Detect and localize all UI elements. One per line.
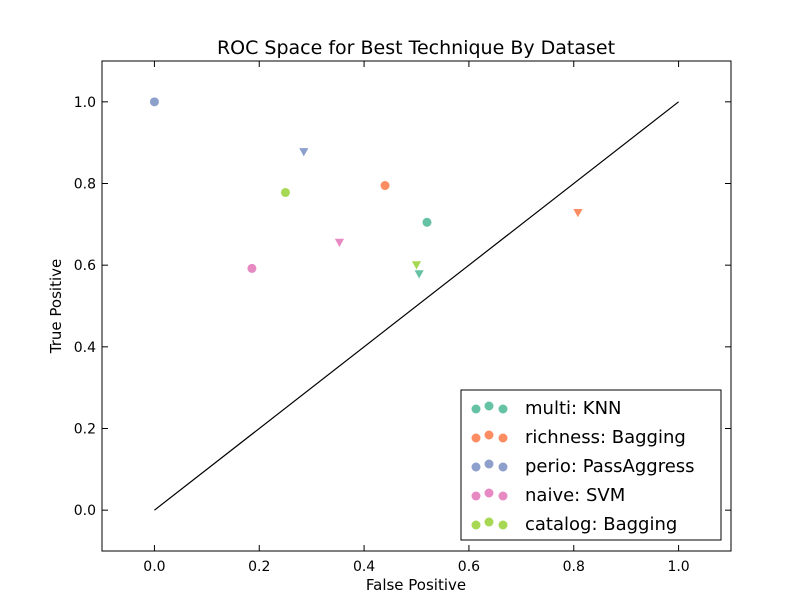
legend-marker <box>471 404 481 414</box>
diagonal-line <box>154 101 679 511</box>
data-point-perio-triangle <box>299 148 309 157</box>
legend-marker <box>484 401 494 411</box>
data-point-catalog-triangle <box>411 261 422 270</box>
data-point-multi-circle <box>422 217 432 227</box>
legend-marker <box>498 404 508 414</box>
legend-label: catalog: Bagging <box>525 514 677 535</box>
legend-marker <box>498 491 508 501</box>
x-tick-label: 0.2 <box>248 559 270 575</box>
axis-ticks: 0.0 0.2 0.4 0.6 0.8 1.0 0.0 0.2 0.4 0.6 0.8 1.0 <box>74 61 731 575</box>
legend-marker <box>471 520 481 530</box>
legend-entry: perio: PassAggress <box>471 456 695 477</box>
legend-entry: catalog: Bagging <box>471 514 677 535</box>
legend-marker <box>498 462 508 472</box>
x-tick-label: 0.6 <box>458 559 480 575</box>
y-tick-label: 0.6 <box>74 258 96 274</box>
legend-marker <box>498 520 508 530</box>
x-axis-label: False Positive <box>366 576 466 594</box>
y-tick-label: 0.0 <box>74 503 96 519</box>
data-point-perio-circle <box>149 97 159 107</box>
legend-marker <box>484 459 494 469</box>
legend: multi: KNN richness: Bagging perio: PassAg… <box>460 389 722 541</box>
legend-entry: naive: SVM <box>471 485 625 506</box>
data-point-naive-circle <box>247 263 257 273</box>
x-tick-label: 0.4 <box>353 559 375 575</box>
legend-marker <box>484 430 494 440</box>
legend-entry: multi: KNN <box>471 398 622 419</box>
chart-title: ROC Space for Best Technique By Dataset <box>217 37 615 59</box>
legend-label: multi: KNN <box>525 398 622 419</box>
x-tick-label: 1.0 <box>667 559 689 575</box>
y-tick-label: 0.8 <box>74 177 96 193</box>
plot-frame <box>101 60 732 552</box>
data-point-catalog-circle <box>280 187 290 197</box>
legend-marker <box>484 517 494 527</box>
x-tick-label: 0.0 <box>143 559 165 575</box>
y-tick-label: 0.2 <box>74 422 96 438</box>
y-axis-label: True Positive <box>47 259 65 354</box>
legend-marker <box>471 491 481 501</box>
data-point-naive-triangle <box>334 238 345 248</box>
legend-entry: richness: Bagging <box>471 427 686 448</box>
data-point-multi-triangle <box>414 270 424 279</box>
data-point-richness-circle <box>380 181 390 191</box>
legend-label: perio: PassAggress <box>525 456 695 477</box>
y-tick-label: 0.4 <box>74 340 96 356</box>
legend-marker <box>471 433 481 443</box>
legend-marker <box>484 488 494 498</box>
legend-marker <box>471 462 481 472</box>
legend-label: richness: Bagging <box>525 427 686 448</box>
legend-label: naive: SVM <box>525 485 625 506</box>
legend-marker <box>498 433 508 443</box>
x-tick-label: 0.8 <box>563 559 585 575</box>
data-point-richness-triangle <box>573 208 583 218</box>
y-tick-label: 1.0 <box>74 95 96 111</box>
